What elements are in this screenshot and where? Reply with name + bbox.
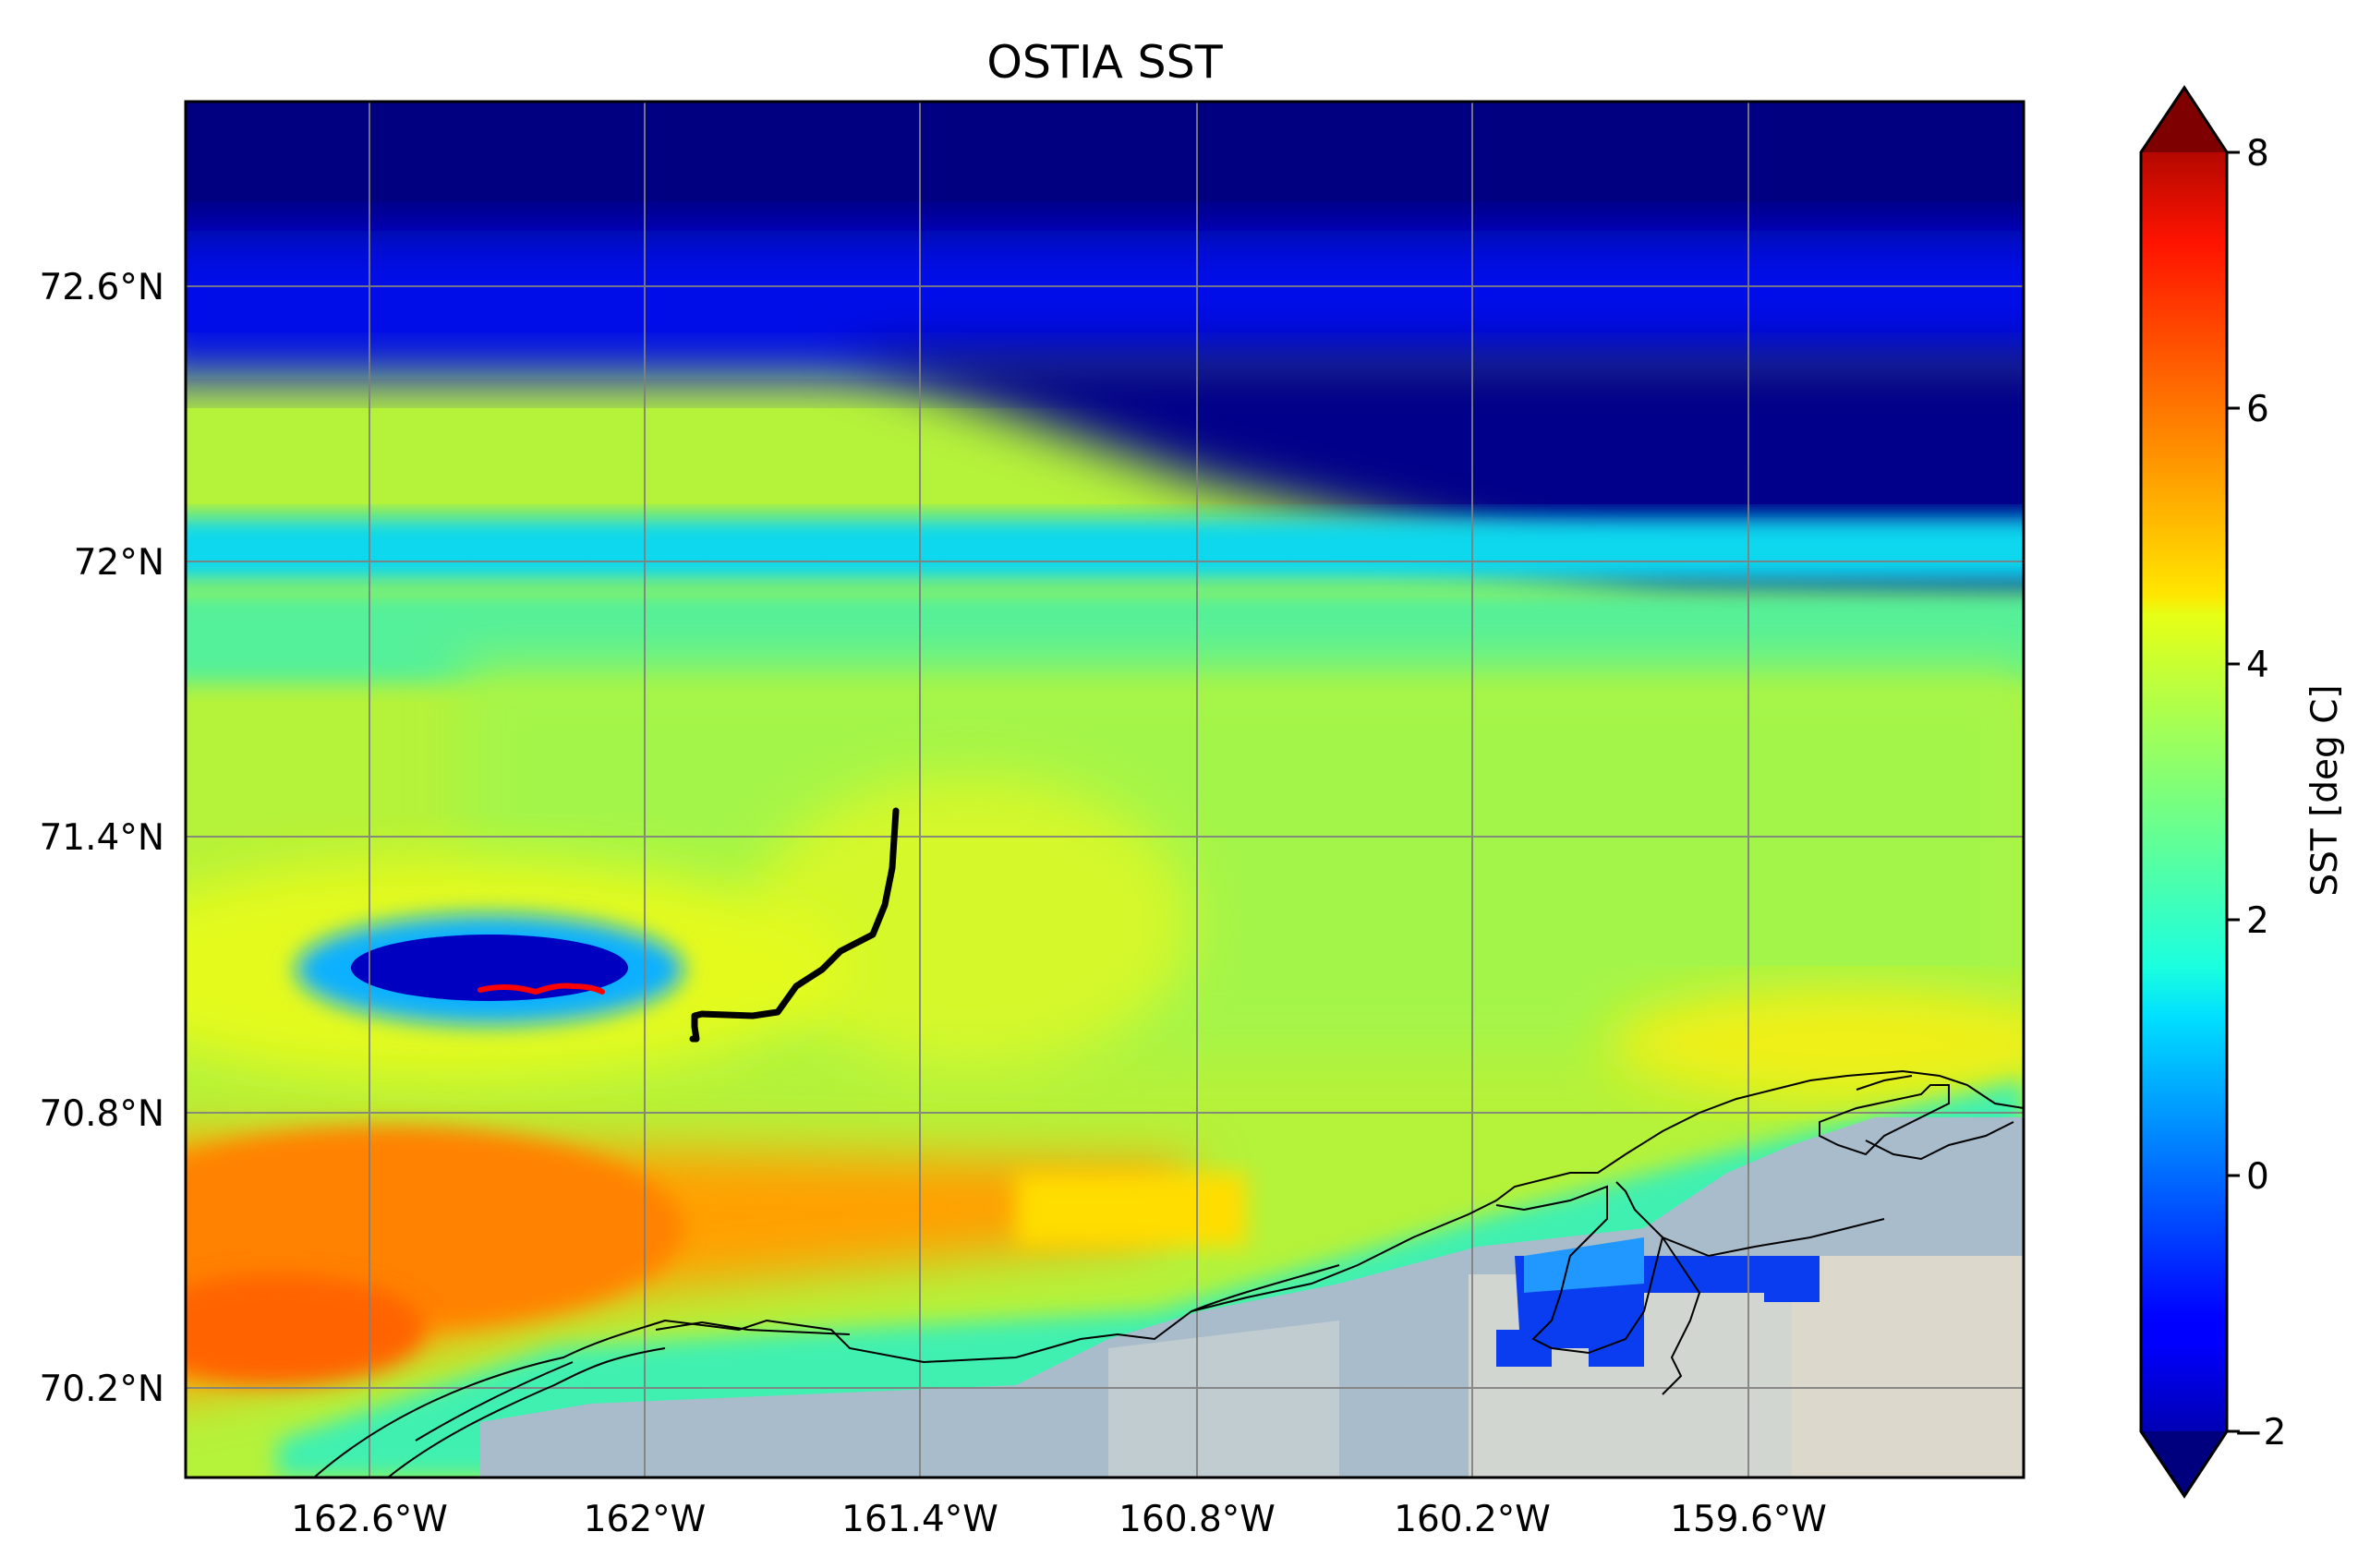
axes-frame [184, 100, 2025, 1479]
y-tick-label: 72°N [74, 542, 164, 584]
y-tick-label: 71.4°N [39, 817, 164, 859]
colorbar-tick-label: 0 [2246, 1156, 2269, 1198]
y-tick-label: 72.6°N [39, 267, 164, 308]
map-title: OSTIA SST [986, 36, 1223, 89]
x-tick-label: 162.6°W [291, 1499, 448, 1540]
colorbar: 8 6 4 2 0 −2 SST [deg C] [2139, 85, 2346, 1499]
warm-patch-center [748, 776, 1191, 1071]
warm-patch-east [1607, 988, 2024, 1099]
y-axis: 72.6°N 72°N 71.4°N 70.8°N 70.2°N [39, 267, 164, 1410]
land-lighter [1108, 1321, 1339, 1478]
front-cyan [186, 517, 2024, 582]
colorbar-top-extend [2141, 88, 2227, 152]
colorbar-tick-label: 8 [2246, 133, 2269, 175]
yellow-edge [1016, 1173, 1247, 1247]
colorbar-tick-label: −2 [2233, 1412, 2287, 1453]
x-tick-label: 161.4°W [841, 1499, 998, 1540]
colorbar-tick-label: 6 [2246, 389, 2269, 430]
sst-map [186, 102, 2024, 1478]
y-tick-label: 70.8°N [39, 1093, 164, 1135]
warm-core-southwest [186, 1274, 425, 1385]
colorbar-label: SST [deg C] [2304, 684, 2346, 896]
coastline [313, 1069, 2024, 1478]
x-tick-label: 162°W [584, 1499, 707, 1540]
ship-track [689, 807, 900, 1043]
x-axis: 162.6°W 162°W 161.4°W 160.8°W 160.2°W 15… [291, 1499, 1827, 1540]
colorbar-bar [2139, 85, 2229, 1499]
colorbar-bottom-extend [2141, 1431, 2227, 1496]
x-tick-label: 159.6°W [1670, 1499, 1827, 1540]
colorbar-tick-label: 2 [2246, 900, 2269, 942]
x-tick-label: 160.8°W [1118, 1499, 1276, 1540]
colorbar-tick-label: 4 [2246, 645, 2269, 686]
lagoon-water-upper [1524, 1237, 1644, 1293]
y-tick-label: 70.2°N [39, 1369, 164, 1410]
gridlines [186, 102, 2024, 1478]
x-tick-label: 160.2°W [1394, 1499, 1551, 1540]
cold-eddy-core [351, 935, 628, 1001]
float-track [478, 983, 605, 995]
land-east [1792, 1256, 2024, 1478]
